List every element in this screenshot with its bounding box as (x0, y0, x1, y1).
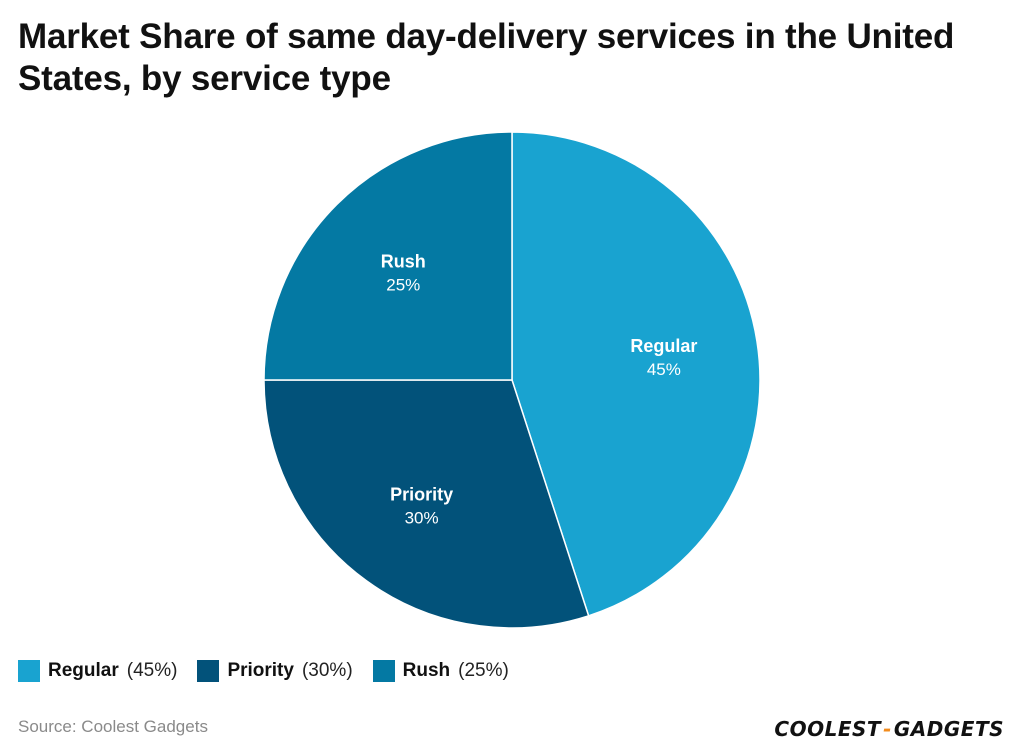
pie-slice-regular (511, 131, 761, 617)
legend-pct-rush: (25%) (458, 660, 509, 681)
legend: Regular (45%) Priority (30%) Rush (25%) (18, 660, 509, 682)
brand-logo-right: GADGETS (893, 717, 1004, 741)
legend-name-regular: Regular (48, 660, 119, 681)
legend-swatch-priority (197, 660, 220, 682)
slice-label-value-rush: 25% (386, 275, 420, 294)
chart-title: Market Share of same day-delivery servic… (18, 17, 955, 98)
pie-slice-rush (263, 131, 513, 381)
slice-label-value-regular: 45% (647, 360, 681, 379)
source-note: Source: Coolest Gadgets (18, 717, 208, 736)
legend-item-priority: Priority (30%) (197, 660, 353, 682)
legend-swatch-regular (18, 660, 40, 682)
legend-name-priority: Priority (227, 660, 294, 681)
slice-label-name-priority: Priority (390, 484, 453, 504)
slice-label-name-rush: Rush (381, 251, 426, 271)
brand-logo: COOLEST - GADGETS (774, 717, 1004, 741)
legend-pct-regular: (45%) (126, 660, 178, 681)
brand-logo-dash: - (883, 717, 892, 741)
slice-label-name-regular: Regular (630, 336, 697, 356)
brand-logo-left: COOLEST (774, 717, 882, 741)
legend-swatch-rush (372, 660, 395, 682)
legend-item-regular: Regular (45%) (18, 660, 177, 682)
legend-item-rush: Rush (25%) (372, 660, 509, 682)
legend-pct-priority: (30%) (301, 660, 353, 681)
legend-name-rush: Rush (402, 660, 451, 681)
slice-label-value-priority: 30% (405, 508, 439, 527)
pie-slice-priority (263, 379, 590, 629)
